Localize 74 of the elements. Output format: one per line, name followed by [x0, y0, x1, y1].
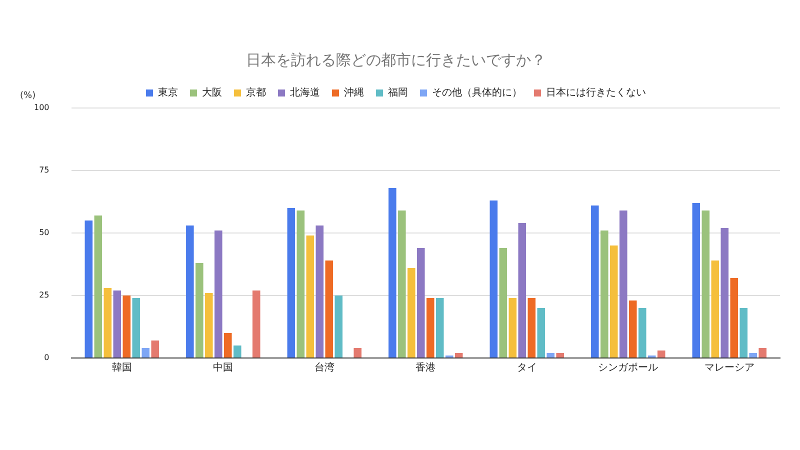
legend-label: 日本には行きたくない: [546, 86, 646, 99]
bar: [508, 298, 517, 358]
bar: [306, 236, 314, 358]
bar: [730, 278, 738, 358]
bar: [619, 210, 628, 358]
bar: [758, 348, 766, 358]
y-axis-title: (%): [20, 90, 36, 101]
bar: [610, 246, 618, 358]
bar: [94, 216, 102, 358]
bar: [546, 353, 555, 358]
bar: [600, 230, 608, 358]
bar: [490, 200, 498, 358]
bar: [537, 308, 546, 358]
legend-label: 大阪: [202, 86, 222, 99]
bar: [426, 298, 434, 358]
bar: [296, 210, 305, 358]
bar: [104, 288, 112, 358]
bar: [408, 268, 416, 358]
bar: [518, 223, 526, 358]
bar: [224, 333, 232, 358]
bar: [436, 298, 444, 358]
bar: [233, 346, 242, 358]
y-tick-label: 25: [39, 290, 50, 300]
y-tick-label: 0: [44, 353, 50, 362]
bar: [692, 203, 700, 358]
bar: [638, 308, 646, 358]
bar: [132, 298, 140, 358]
bar: [740, 308, 748, 358]
x-tick-label: 韓国: [112, 362, 132, 374]
bar: [499, 248, 508, 358]
bar: [113, 290, 122, 358]
x-tick-label: 香港: [416, 362, 436, 374]
x-tick-label: タイ: [516, 362, 537, 374]
y-tick-label: 75: [39, 166, 50, 175]
bar: [749, 353, 757, 358]
bar: [122, 296, 131, 358]
bar: [711, 260, 720, 358]
legend-label: 北海道: [290, 86, 320, 99]
legend-label: 福岡: [388, 86, 408, 99]
bar: [151, 340, 160, 358]
bar: [186, 226, 194, 358]
bar: [702, 210, 710, 358]
bar: [84, 220, 93, 358]
bar: [416, 248, 425, 358]
bar: [252, 290, 260, 358]
bar: [528, 298, 536, 358]
bar: [454, 353, 463, 358]
bar: [720, 228, 729, 358]
legend-label: 沖縄: [344, 86, 364, 99]
legend-label: 京都: [246, 86, 266, 99]
bar: [142, 348, 150, 358]
bar: [354, 348, 362, 358]
x-tick-label: 台湾: [314, 362, 334, 374]
bar: [205, 293, 213, 358]
y-tick-label: 100: [34, 103, 50, 112]
x-tick-label: シンガポール: [598, 362, 658, 374]
x-tick-label: 中国: [213, 362, 234, 374]
bar: [287, 208, 296, 358]
bar: [334, 296, 343, 358]
bar: [196, 263, 204, 358]
bar: [388, 188, 396, 358]
bar: [591, 206, 599, 358]
bar: [556, 353, 564, 358]
bar: [214, 230, 222, 358]
legend-label: その他（具体的に）: [432, 86, 522, 99]
y-tick-label: 50: [39, 228, 50, 238]
legend-label: 東京: [158, 86, 178, 99]
bar: [398, 210, 406, 358]
bar: [628, 300, 637, 358]
bar: [325, 260, 334, 358]
bar: [316, 226, 324, 358]
x-tick-label: マレーシア: [704, 362, 754, 374]
chart-title: 日本を訪れる際どの都市に行きたいですか？: [246, 50, 546, 69]
bar: [657, 350, 666, 358]
